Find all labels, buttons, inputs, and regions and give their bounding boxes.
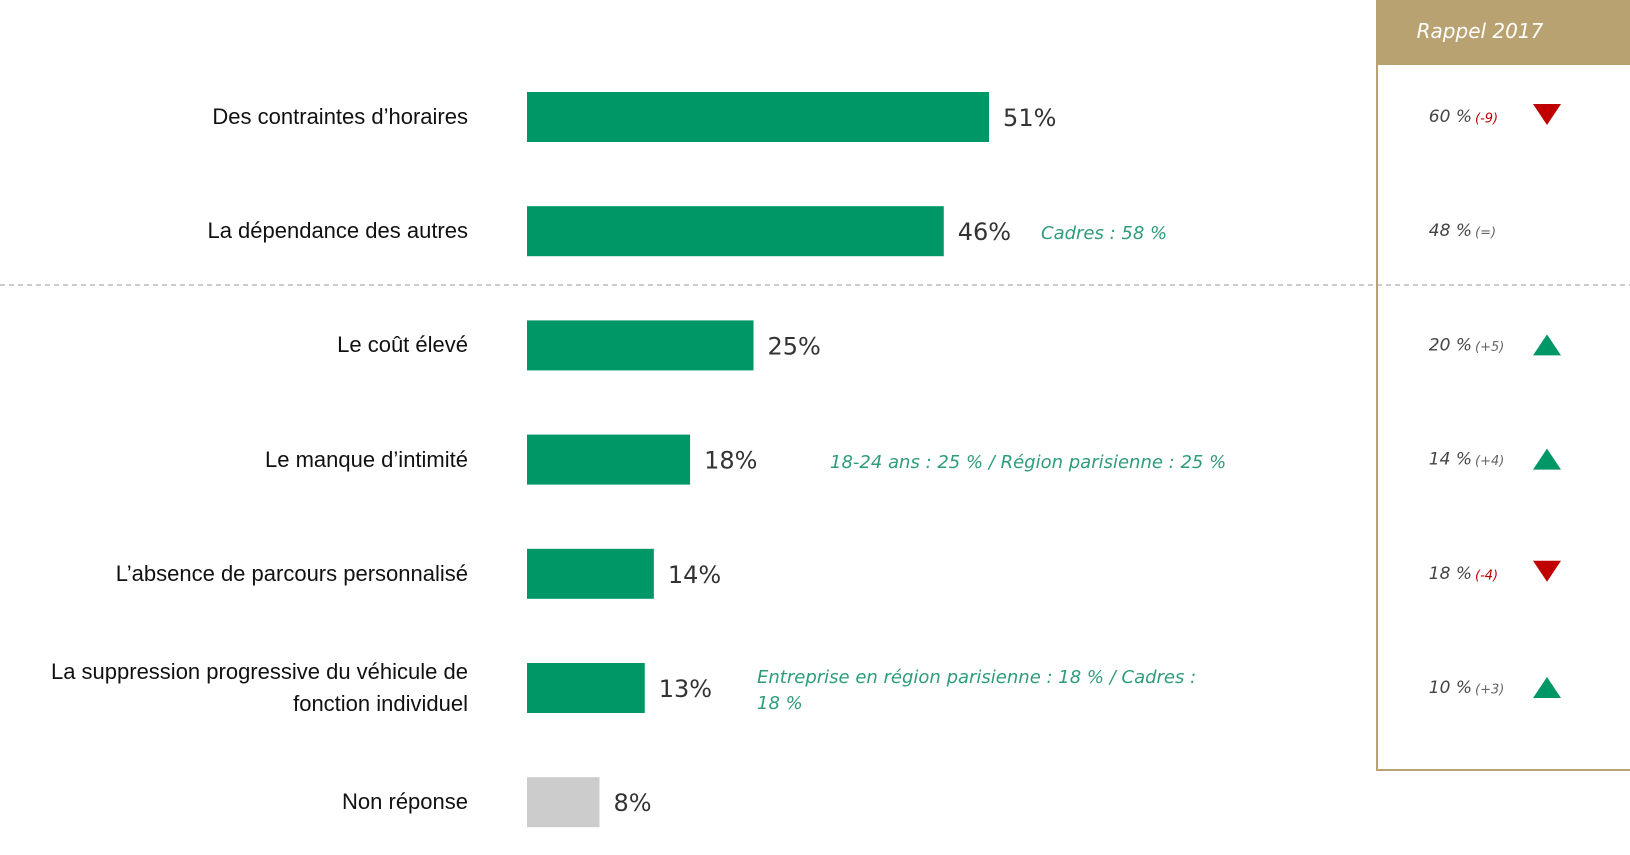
- value-label: 25%: [768, 332, 821, 360]
- category-label: Non réponse: [342, 789, 468, 815]
- trend-up: [1533, 677, 1561, 698]
- recall-value: 48 %: [1429, 221, 1472, 241]
- annotation: Cadres : 58 %: [1041, 223, 1168, 245]
- category-label: Le manque d’intimité: [264, 446, 468, 472]
- trend-up: [1533, 448, 1561, 470]
- value-label: 13%: [659, 675, 712, 703]
- category-label: Le coût élevé: [337, 332, 468, 358]
- bar: [527, 663, 645, 713]
- category-label: Des contraintes d’horaires: [212, 104, 468, 129]
- bar: [527, 92, 990, 142]
- recall-value: 20 %: [1429, 335, 1472, 355]
- value-label: 8%: [613, 789, 651, 817]
- category-label: La dépendance des autres: [207, 218, 468, 244]
- trend-down: [1533, 560, 1561, 582]
- bar: [527, 206, 944, 257]
- bar: [527, 548, 654, 599]
- recall-delta: (+4): [1475, 454, 1504, 469]
- recall-header: [1377, 1, 1630, 65]
- bar: [527, 434, 691, 485]
- recall-value: 14 %: [1429, 450, 1472, 470]
- recall-title: Rappel 2017: [1417, 19, 1544, 43]
- trend-down: [1533, 104, 1561, 125]
- value-label: 18%: [704, 447, 757, 475]
- value-label: 46%: [958, 218, 1011, 246]
- recall-delta: (=): [1475, 226, 1496, 241]
- recall-panel: [1376, 0, 1630, 771]
- category-label: L’absence de parcours personnalisé: [115, 560, 468, 586]
- value-label: 14%: [668, 561, 721, 589]
- recall-value: 10 %: [1429, 678, 1472, 698]
- category-label: La suppression progressive du véhicule d…: [50, 659, 468, 716]
- recall-delta: (-9): [1475, 112, 1498, 127]
- trend-up: [1533, 334, 1561, 356]
- recall-value: 60 %: [1429, 107, 1472, 127]
- recall-delta: (+3): [1475, 683, 1504, 698]
- annotation: Entreprise en région parisienne : 18 % /…: [757, 667, 1197, 714]
- recall-delta: (+5): [1475, 340, 1504, 355]
- annotation: 18-24 ans : 25 % / Région parisienne : 2…: [830, 451, 1227, 473]
- bar: [527, 777, 600, 828]
- bar: [527, 320, 754, 371]
- value-label: 51%: [1003, 104, 1056, 132]
- recall-value: 18 %: [1429, 564, 1472, 584]
- recall-delta: (-4): [1475, 568, 1498, 583]
